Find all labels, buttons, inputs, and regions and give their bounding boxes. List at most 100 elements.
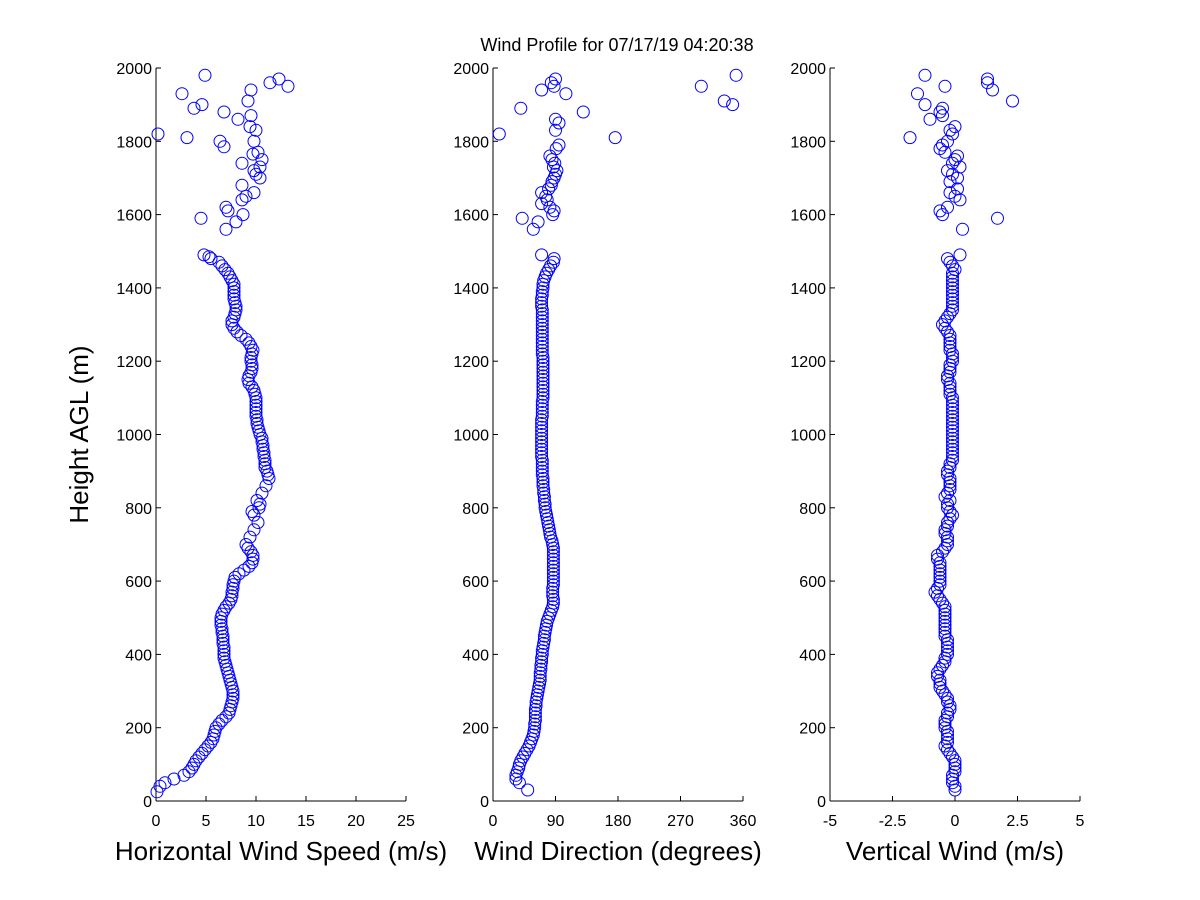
y-tick-label: 400 (462, 647, 489, 664)
data-point (535, 409, 549, 423)
data-point (933, 574, 947, 588)
y-tick-label: 1800 (116, 134, 152, 151)
data-point (918, 98, 932, 112)
data-point (546, 548, 560, 562)
data-point (546, 589, 560, 603)
data-point (255, 486, 269, 500)
data-point (530, 691, 544, 705)
data-point (225, 274, 239, 288)
data-point (514, 754, 528, 768)
data-point (535, 332, 549, 346)
panel-vertical: 0 200 400 600 800 1000 1200 1400 1600 1800 2000 -5 -… (790, 61, 1084, 866)
data-point (167, 772, 181, 786)
data-point (543, 527, 557, 540)
y-tick-label: 400 (799, 647, 826, 664)
data-point (552, 138, 566, 152)
data-point (535, 307, 549, 321)
data-point (539, 189, 553, 203)
data-point (216, 633, 230, 647)
data-point (247, 523, 261, 537)
data-point (249, 167, 263, 181)
data-point (938, 600, 952, 614)
data-point (518, 746, 532, 760)
y-tick-label: 1400 (790, 281, 826, 298)
data-point (946, 277, 959, 291)
data-point (546, 567, 560, 581)
data-point (938, 618, 952, 632)
data-point (175, 87, 189, 101)
data-point (226, 691, 240, 705)
data-point (241, 94, 255, 108)
y-tick-label: 2000 (790, 61, 826, 78)
data-point (535, 424, 549, 438)
data-point (941, 706, 954, 720)
y-tick-label: 0 (817, 794, 826, 811)
data-point (253, 160, 267, 174)
data-point (559, 87, 573, 101)
y-tick-label: 1800 (453, 134, 489, 151)
data-point (536, 362, 550, 375)
data-point (245, 362, 259, 375)
data-point (227, 288, 241, 302)
y-tick-label: 1400 (116, 281, 152, 298)
data-point (542, 182, 556, 196)
x-tick-label: 5 (1076, 813, 1085, 830)
data-point (535, 248, 549, 262)
data-point (546, 556, 560, 570)
data-point (535, 299, 549, 313)
x-tick-label: 0 (951, 813, 960, 830)
data-point (933, 673, 947, 687)
data-point (195, 746, 209, 760)
data-point (536, 354, 550, 368)
data-point (903, 131, 917, 145)
data-point (535, 420, 549, 434)
data-point (246, 147, 260, 161)
y-tick-label: 0 (480, 794, 489, 811)
data-point (943, 123, 957, 137)
data-point (546, 552, 560, 566)
data-point (535, 457, 549, 471)
data-point (263, 76, 277, 90)
data-point (514, 101, 528, 115)
data-point (201, 739, 215, 753)
data-point (941, 644, 954, 658)
data-point (256, 442, 270, 456)
data-point (226, 581, 240, 595)
y-tick-label: 800 (462, 501, 489, 518)
y-tick-label: 1600 (790, 208, 826, 225)
data-point (946, 285, 959, 299)
x-tick-label: 270 (667, 813, 694, 830)
data-point (943, 699, 957, 713)
x-tick-label: 2.5 (1006, 813, 1028, 830)
data-point (198, 68, 212, 82)
data-point (195, 98, 209, 112)
data-point (223, 270, 237, 284)
data-point (528, 721, 542, 735)
data-point (986, 83, 999, 97)
data-point (535, 428, 549, 441)
data-point (215, 607, 229, 621)
data-point (515, 211, 529, 225)
data-points (903, 68, 1019, 797)
data-point (946, 413, 959, 427)
data-point (535, 435, 549, 449)
data-point (535, 402, 549, 416)
data-points (492, 68, 743, 797)
y-tick-label: 600 (462, 574, 489, 591)
data-point (535, 340, 549, 353)
data-point (941, 647, 954, 661)
data-point (243, 530, 257, 544)
data-point (943, 255, 957, 269)
data-point (227, 292, 241, 306)
data-point (931, 666, 944, 680)
data-point (941, 743, 954, 757)
data-point (536, 369, 550, 383)
data-point (946, 402, 959, 416)
data-point (180, 131, 194, 145)
data-point (536, 380, 550, 394)
data-point (931, 669, 944, 683)
data-point (520, 743, 534, 757)
data-point (931, 581, 944, 595)
data-point (946, 450, 959, 463)
data-point (234, 329, 248, 342)
